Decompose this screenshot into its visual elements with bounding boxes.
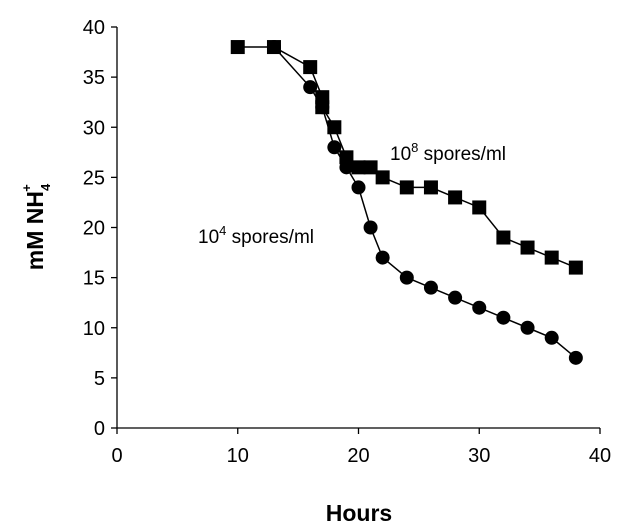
y-tick-label: 35 (83, 67, 105, 89)
data-point-circle (339, 160, 354, 175)
data-point-square (303, 60, 318, 75)
x-axis-title: Hours (326, 500, 392, 526)
data-point-circle (327, 140, 342, 155)
data-point-circle (520, 320, 535, 335)
data-point-circle (351, 180, 366, 195)
data-point-square (520, 240, 535, 255)
data-point-circle (266, 40, 281, 55)
y-axis-ticks: 0 5 10 15 20 25 30 35 40 (83, 17, 117, 440)
data-point-circle (544, 330, 559, 345)
y-axis-title: mM NH4 + (19, 183, 53, 270)
data-point-circle (423, 280, 438, 295)
x-tick-label: 10 (227, 445, 249, 467)
data-point-square (448, 190, 463, 205)
data-point-circle (363, 220, 378, 235)
data-point-circle (472, 300, 487, 315)
data-point-circle (399, 270, 414, 285)
y-tick-label: 20 (83, 218, 105, 240)
y-tick-label: 10 (83, 318, 105, 340)
data-point-circle (303, 80, 318, 95)
data-point-square (375, 170, 390, 185)
series-lines (237, 46, 577, 359)
axes (116, 27, 600, 429)
x-tick-label: 0 (111, 445, 122, 467)
data-point-square (399, 180, 414, 195)
x-tick-label: 30 (468, 445, 490, 467)
y-tick-label: 15 (83, 268, 105, 290)
y-tick-label: 40 (83, 17, 105, 39)
data-point-square (423, 180, 438, 195)
annotation-10e8-exp: 8 (411, 140, 418, 155)
annotation-10e4-exp: 4 (219, 223, 226, 238)
data-point-square (544, 250, 559, 265)
data-point-square (339, 150, 354, 165)
data-point-circle (375, 250, 390, 265)
data-point-square (230, 40, 245, 55)
data-point-circle (448, 290, 463, 305)
data-point-square (363, 160, 378, 175)
annotation-10e8-spores: 108 spores/ml (390, 140, 506, 165)
x-tick-label: 20 (347, 445, 369, 467)
x-axis-ticks: 0 10 20 30 40 (111, 428, 611, 467)
y-tick-label: 30 (83, 117, 105, 139)
data-point-square (568, 260, 583, 275)
y-axis-title-superscript: + (19, 184, 34, 192)
y-tick-label: 0 (94, 418, 105, 440)
data-point-square (496, 230, 511, 245)
annotation-10e8-base: 10 (390, 144, 411, 165)
series-markers (230, 40, 583, 365)
y-tick-label: 25 (83, 167, 105, 189)
annotation-10e4-spores: 104 spores/ml (198, 223, 314, 248)
annotation-10e8-text: spores/ml (418, 144, 506, 165)
x-tick-label: 40 (589, 445, 611, 467)
data-point-circle (496, 310, 511, 325)
data-point-circle (315, 100, 330, 115)
annotation-10e4-base: 10 (198, 227, 219, 248)
y-axis-title-subscript: 4 (38, 183, 53, 191)
data-point-square (351, 160, 366, 175)
data-point-circle (568, 350, 583, 365)
annotation-10e4-text: spores/ml (226, 227, 314, 248)
data-point-square (327, 120, 342, 135)
data-point-square (472, 200, 487, 215)
y-tick-label: 5 (94, 368, 105, 390)
y-axis-title-main: mM NH (22, 191, 48, 270)
